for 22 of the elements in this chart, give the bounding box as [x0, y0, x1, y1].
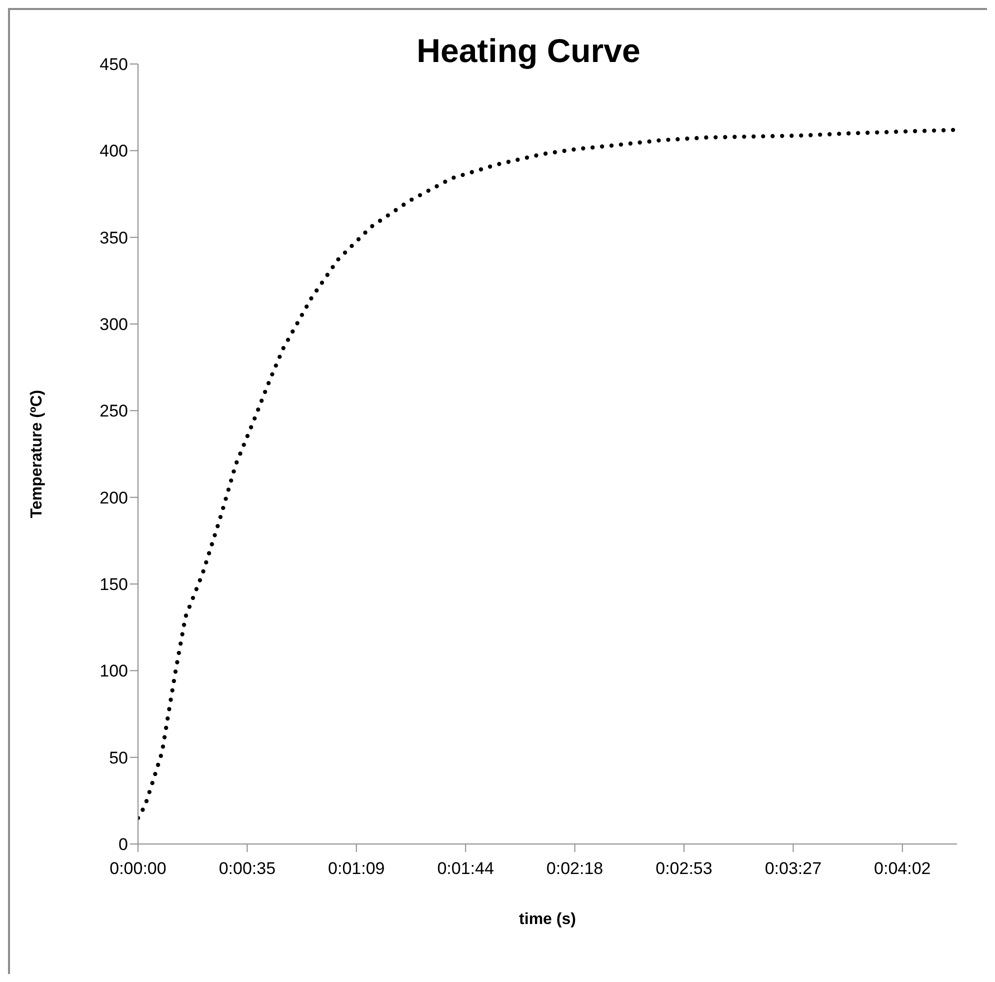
y-tick-label: 100	[100, 662, 128, 681]
y-tick-label: 0	[118, 835, 128, 854]
x-tick-label: 0:01:09	[328, 859, 385, 878]
y-tick-label: 350	[100, 228, 128, 248]
x-tick-label: 0:01:44	[437, 859, 494, 878]
y-tick-label: 150	[100, 575, 128, 594]
x-axis-title: time (s)	[519, 911, 576, 928]
line-series	[138, 128, 957, 820]
x-tick-label: 0:00:35	[218, 859, 276, 878]
x-tick-label: 0:02:18	[546, 859, 604, 878]
x-tick-label: 0:03:27	[764, 859, 822, 878]
y-tick-label: 400	[100, 142, 128, 161]
y-tick-label: 50	[109, 748, 128, 768]
y-tick-label: 200	[100, 488, 128, 508]
y-tick-label: 300	[100, 315, 128, 334]
chart-title: Heating Curve	[416, 32, 640, 69]
y-axis-title: Temperature (ºC)	[28, 390, 46, 518]
x-tick-label: 0:00:00	[110, 859, 166, 878]
x-tick-label: 0:04:02	[874, 859, 931, 878]
x-tick-label: 0:02:53	[656, 859, 712, 878]
y-tick-label: 250	[100, 402, 128, 421]
y-tick-label: 450	[100, 55, 128, 74]
